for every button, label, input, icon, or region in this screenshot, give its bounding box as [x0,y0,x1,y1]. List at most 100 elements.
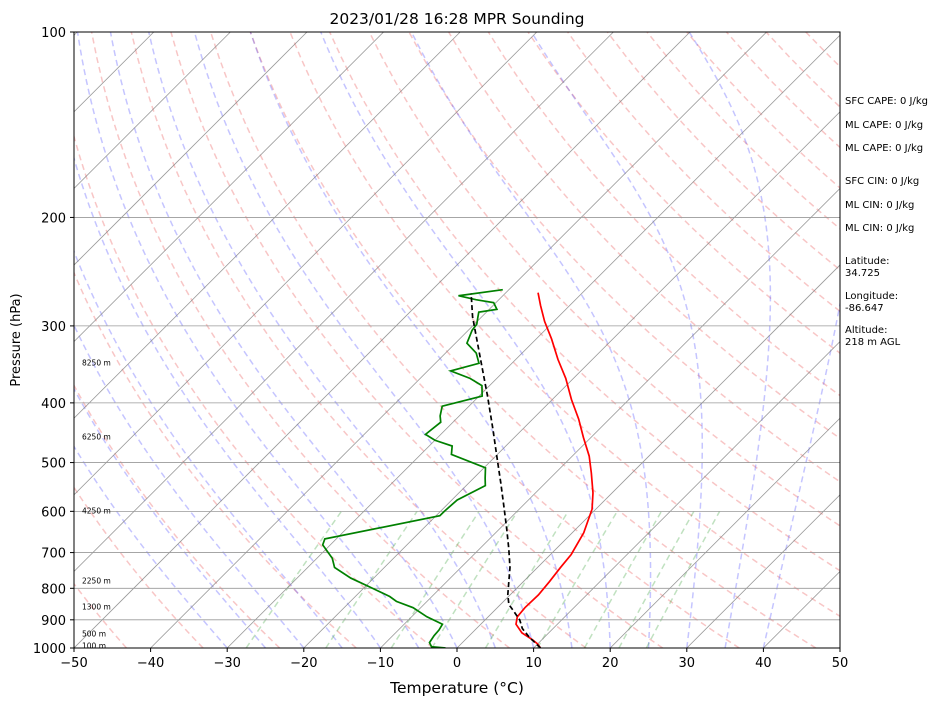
stat-annotation: ML CAPE: 0 J/kg [845,120,923,131]
isotherm-line [74,32,691,648]
dry-adiabat-line [289,32,840,618]
moist-adiabat-line [320,32,611,648]
isotherm-line [74,32,614,572]
height-label: 4250 m [82,506,111,515]
x-tick-label: −40 [137,656,164,671]
x-tick-label: 40 [755,656,772,671]
moist-adiabat-line [74,445,228,648]
isotherm-line [150,32,767,648]
x-tick-label: 10 [525,656,542,671]
x-tick-label: 50 [832,656,849,671]
isotherm-line [226,34,840,648]
stat-annotation: ML CIN: 0 J/kg [845,200,914,211]
moist-adiabat-line [530,32,704,648]
y-tick-label: 600 [41,505,66,520]
y-tick-label: 700 [41,547,66,562]
moist-adiabat-line [74,155,382,648]
moist-adiabat-line [688,32,772,648]
stat-annotation: 34.725 [845,268,880,279]
mixing-ratio-line [583,510,663,648]
dry-adiabat-line [209,32,740,648]
x-tick-label: −30 [213,656,240,671]
plot-background [74,32,840,648]
height-label: 8250 m [82,358,111,367]
dry-adiabat-line [74,383,281,648]
height-label: 1300 m [82,603,111,612]
x-axis-label: Temperature (°C) [389,679,524,697]
x-tick-label: 0 [453,656,461,671]
stat-annotation: Altitude: [845,325,887,336]
y-tick-label: 100 [41,26,66,41]
isotherm-line [74,32,384,343]
y-tick-label: 200 [41,211,66,226]
x-axis-ticks: −50 −40 −30 −20 −10 0 10 20 30 40 50 [60,648,848,671]
isotherm-line [303,111,840,648]
isotherm-line [456,264,840,648]
isotherm-line [609,417,840,648]
background-lines [0,32,946,648]
moist-adiabat-line [74,249,343,648]
y-tick-label: 500 [41,457,66,472]
chart-title: 2023/01/28 16:28 MPR Sounding [329,10,584,28]
stats-annotations: SFC CAPE: 0 J/kg ML CAPE: 0 J/kg ML CAPE: … [845,96,928,348]
height-label: 6250 m [82,432,111,441]
dry-adiabat-line [249,32,817,648]
moist-adiabat-line [76,32,420,648]
x-tick-label: −20 [290,656,317,671]
isotherm-line [533,341,840,648]
y-axis-label: Pressure (hPa) [9,293,24,386]
dry-adiabat-line [90,32,510,648]
stat-annotation: ML CIN: 0 J/kg [845,223,914,234]
moist-adiabat-line [193,32,535,648]
isotherm-line [74,32,538,496]
height-labels: 8250 m 6250 m 4250 m 2250 m 1300 m 500 m 100 m [82,358,111,650]
stat-annotation: 218 m AGL [845,337,901,348]
dry-adiabat-line [328,32,840,572]
x-tick-label: −50 [60,656,87,671]
y-tick-label: 300 [41,320,66,335]
y-tick-label: 1000 [33,642,66,657]
y-tick-label: 900 [41,614,66,629]
moist-adiabat-line [148,32,497,648]
isotherm-line [74,32,231,189]
isotherm-line [74,32,308,266]
height-label: 2250 m [82,577,111,586]
moist-adiabat-line [249,32,573,648]
moist-adiabat-line [109,32,458,648]
height-label: 500 m [82,629,106,638]
dry-adiabat-line [527,32,840,355]
stat-annotation: SFC CIN: 0 J/kg [845,176,919,187]
isotherm-line [686,494,840,648]
dry-adiabat-line [170,32,664,648]
mixing-ratio-line [645,510,721,648]
height-label: 100 m [82,642,106,651]
mixing-ratio-line [536,510,618,648]
stat-annotation: -86.647 [845,303,884,314]
isotherm-line [380,187,840,648]
y-axis-ticks: 1000 900 800 700 600 500 400 300 200 100 [33,26,74,657]
dry-adiabat-line [408,32,840,483]
dry-adiabat-line [567,32,840,313]
stat-annotation: ML CAPE: 0 J/kg [845,143,923,154]
stat-annotation: Longitude: [845,291,898,302]
isotherm-line [74,32,461,419]
temperature-line [515,292,594,648]
moist-adiabat-line [762,300,840,648]
isotherm-line [0,32,1,648]
parcel-path-line [470,293,542,648]
y-tick-label: 800 [41,582,66,597]
stat-annotation: SFC CAPE: 0 J/kg [845,96,928,107]
dry-adiabat-line [448,32,840,440]
x-tick-label: −10 [367,656,394,671]
dry-adiabat-line [487,32,840,397]
dry-adiabat-line [74,133,434,648]
x-tick-label: 30 [679,656,696,671]
dry-adiabat-line [925,32,946,648]
dewpoint-line [321,288,503,648]
moist-adiabat-line [410,32,652,648]
mixing-ratio-line [484,510,569,648]
dry-adiabat-line [74,270,357,648]
stat-annotation: Latitude: [845,256,890,267]
sounding-traces [321,288,594,648]
